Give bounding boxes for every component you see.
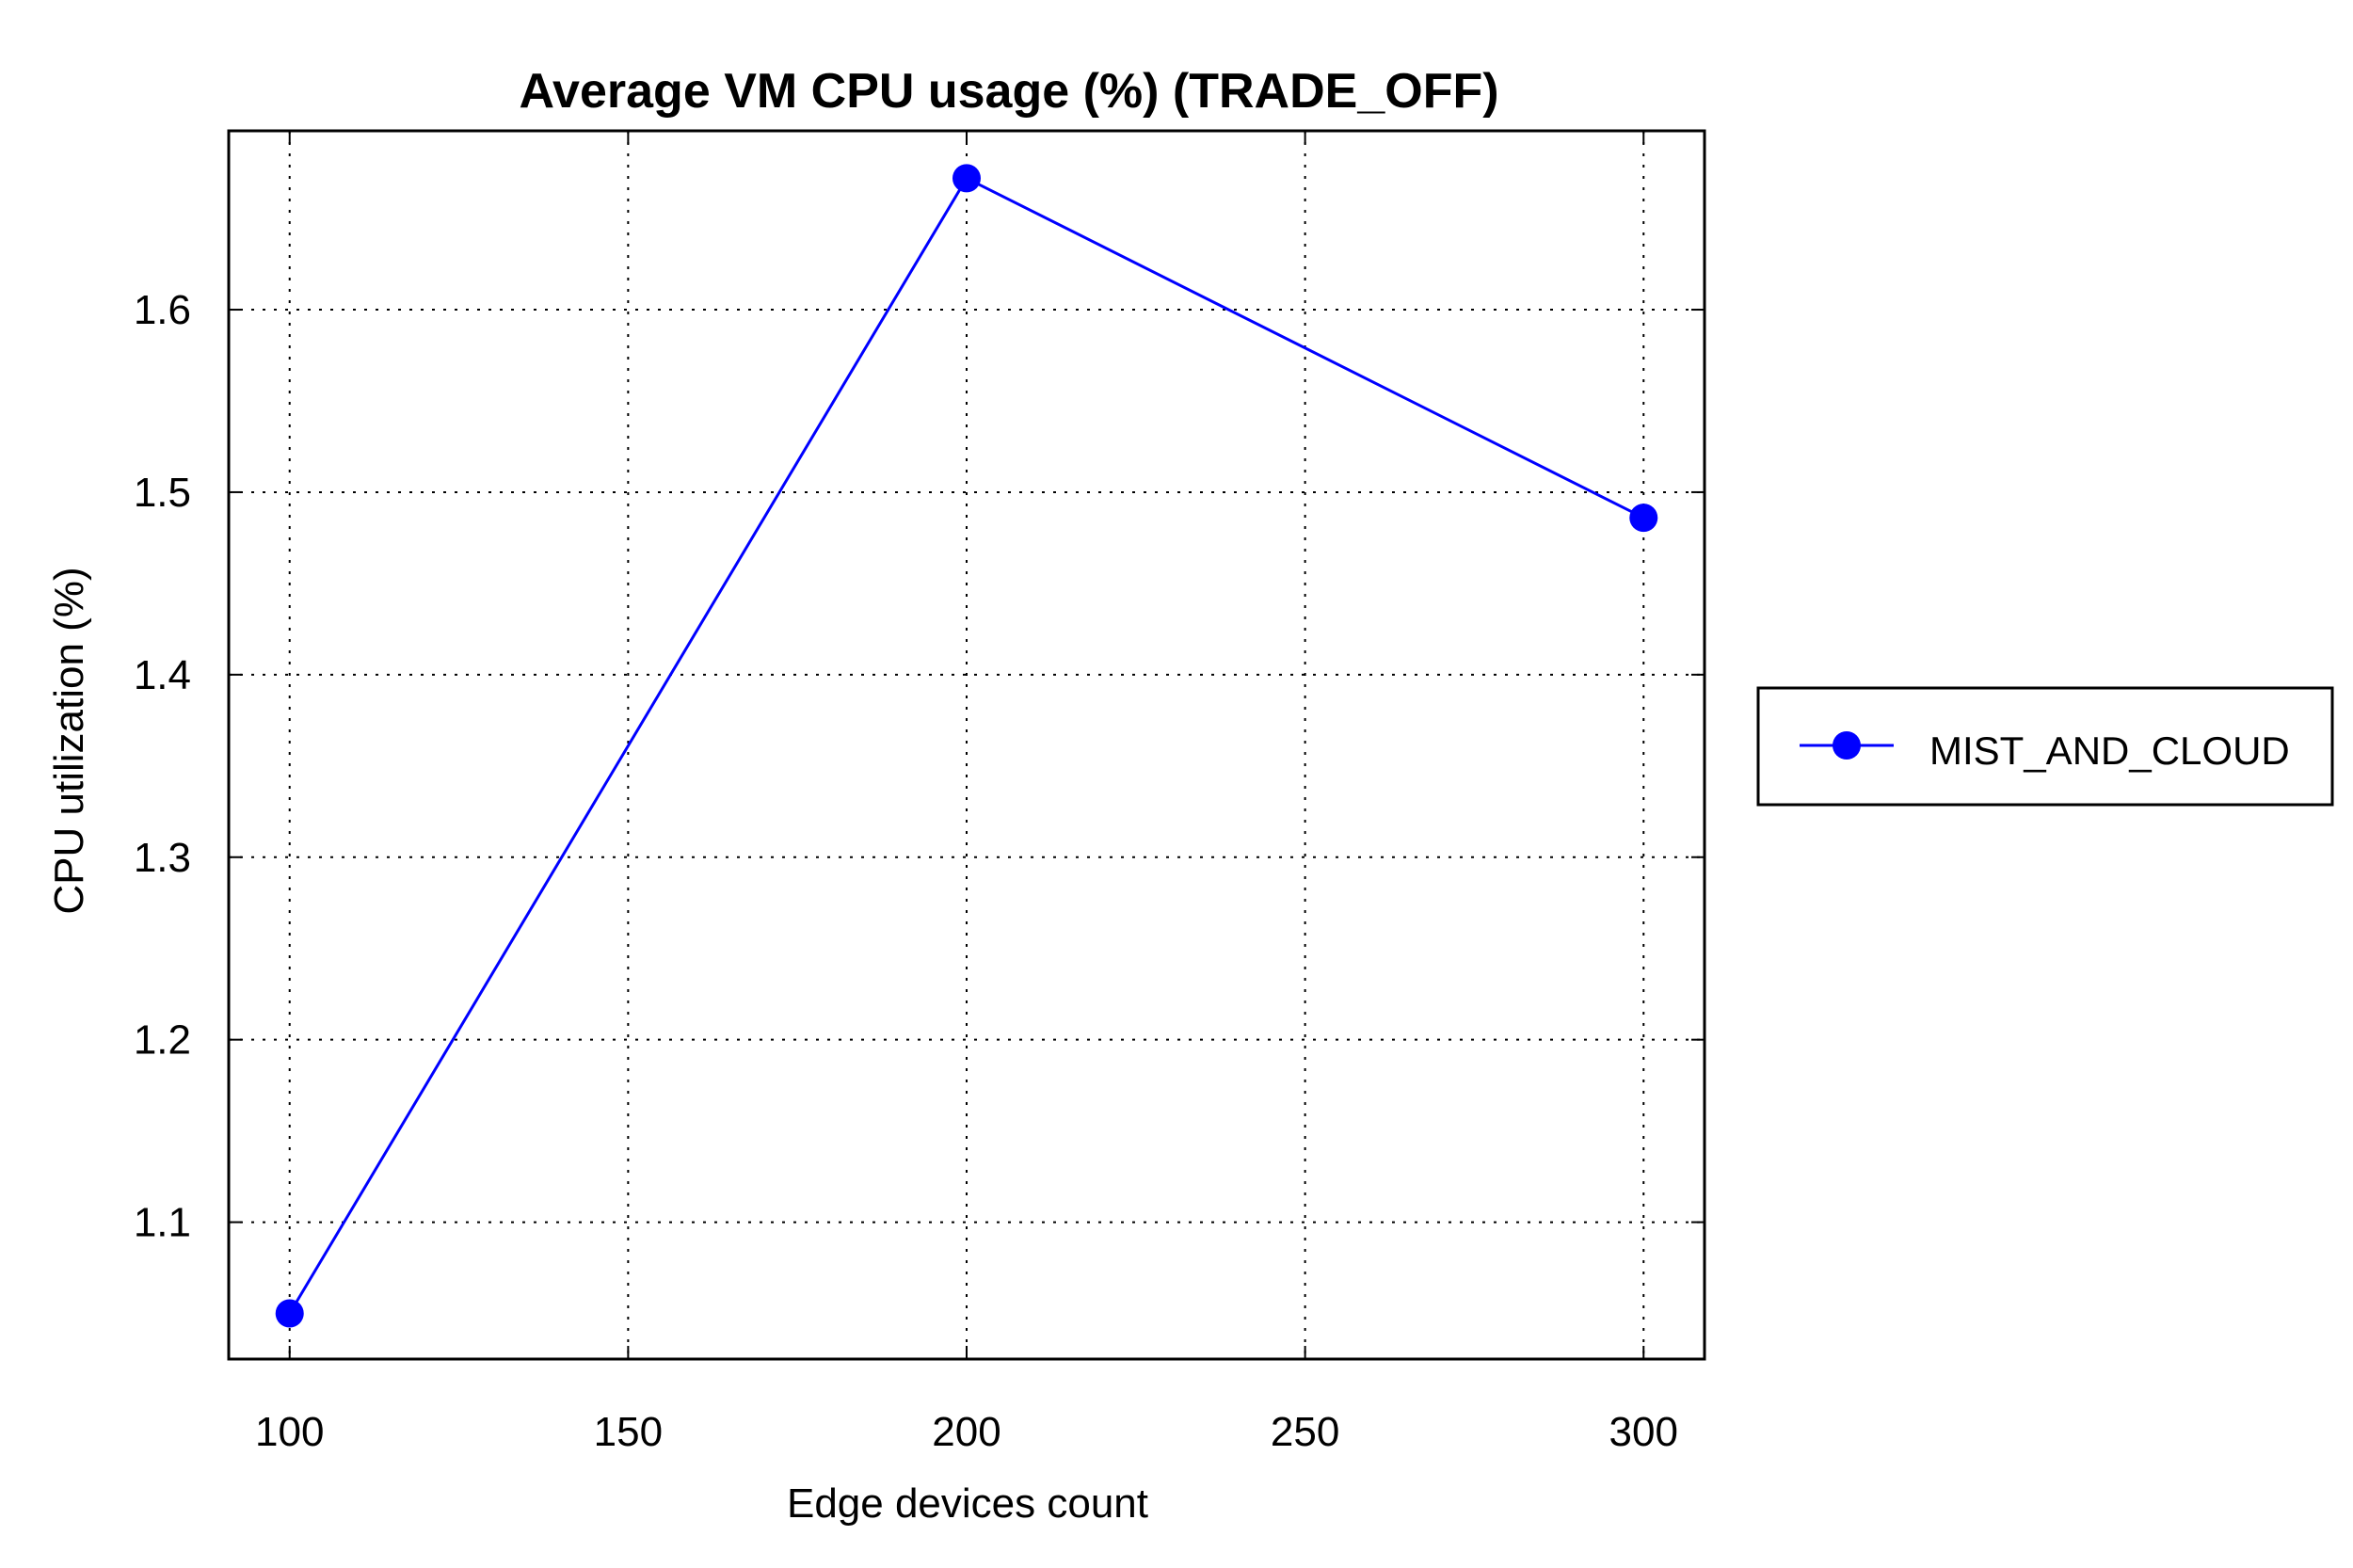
- y-tick-label: 1.3: [134, 835, 191, 881]
- x-tick-label: 300: [1609, 1409, 1678, 1455]
- x-tick-labels: 100 150 200 250 300: [255, 1409, 1678, 1455]
- legend: MIST_AND_CLOUD: [1756, 686, 2334, 807]
- y-tick-label: 1.4: [134, 652, 191, 698]
- y-tick-label: 1.1: [134, 1200, 191, 1246]
- legend-box: [1756, 686, 2334, 807]
- y-tick-label: 1.2: [134, 1017, 191, 1064]
- data-point: [1629, 504, 1658, 533]
- y-tick-label: 1.5: [134, 470, 191, 516]
- grid-lines: [229, 131, 1705, 1359]
- chart-title: Average VM CPU usage (%) (TRADE_OFF): [519, 64, 1498, 119]
- x-axis-label: Edge devices count: [787, 1480, 1148, 1527]
- legend-series-marker: [1833, 731, 1861, 760]
- data-point: [952, 164, 981, 193]
- axis-ticks: [229, 131, 1705, 1359]
- x-tick-label: 200: [932, 1409, 1000, 1455]
- x-tick-label: 150: [594, 1409, 663, 1455]
- plot-frame: [227, 129, 1706, 1361]
- y-axis-label: CPU utilization (%): [46, 567, 92, 914]
- x-tick-label: 100: [255, 1409, 324, 1455]
- y-tick-label: 1.6: [134, 287, 191, 333]
- y-tick-labels: 1.1 1.2 1.3 1.4 1.5 1.6: [134, 287, 191, 1246]
- series-layer: [275, 164, 1658, 1328]
- data-point: [275, 1299, 304, 1328]
- legend-series-label: MIST_AND_CLOUD: [1929, 728, 2290, 773]
- x-tick-label: 250: [1271, 1409, 1339, 1455]
